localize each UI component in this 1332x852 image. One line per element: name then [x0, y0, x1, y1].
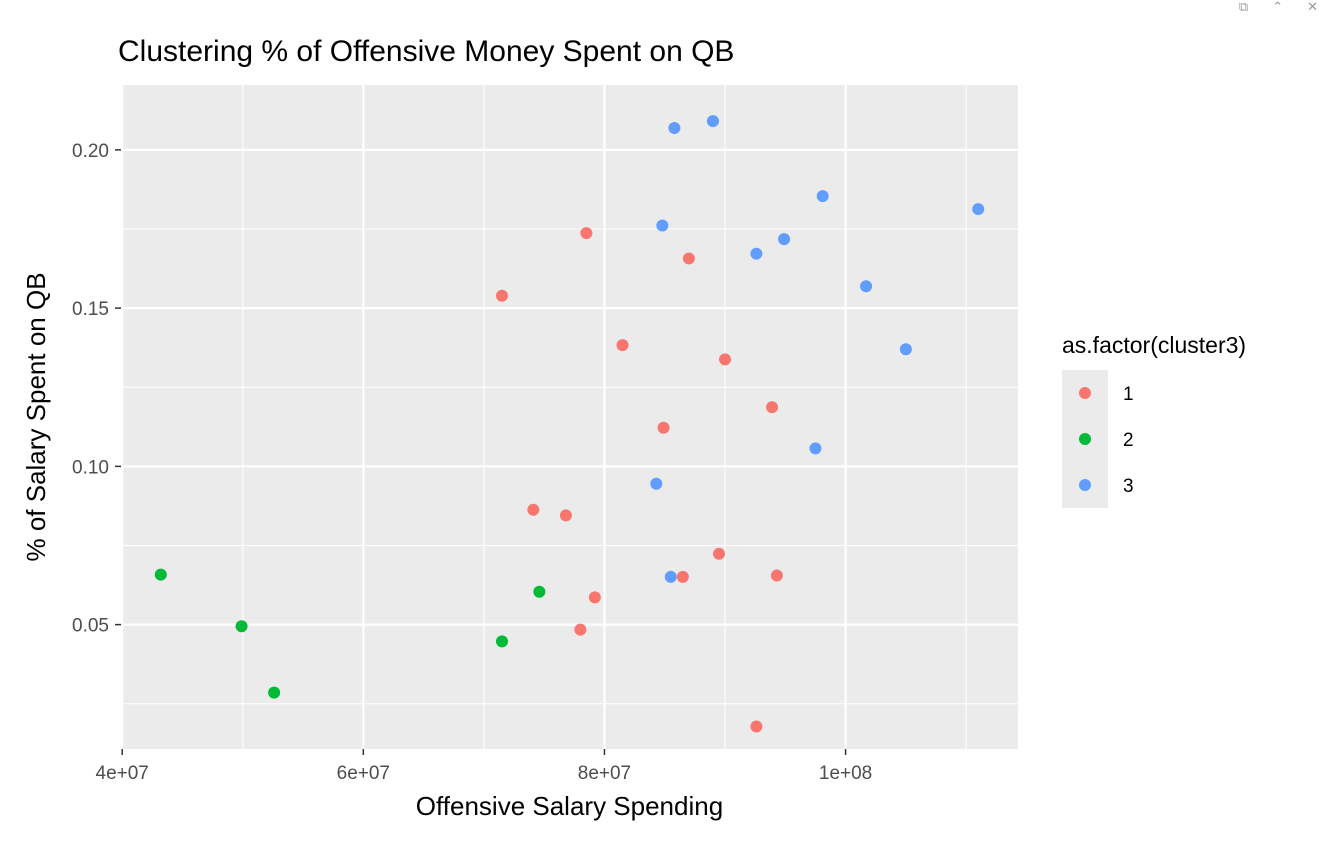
data-point-cluster-1: [713, 547, 725, 560]
data-point-cluster-3: [860, 280, 873, 293]
plot-title: Clustering % of Offensive Money Spent on…: [118, 35, 734, 68]
data-point-cluster-3: [656, 219, 669, 232]
window-controls: ⧉ ⌃ ✕: [1239, 0, 1318, 14]
y-tick-label: 0.20: [72, 141, 109, 162]
data-point-cluster-1: [580, 227, 593, 240]
data-point-cluster-3: [650, 477, 663, 490]
collapse-icon[interactable]: ⌃: [1272, 0, 1284, 14]
x-tick-label: 6e+07: [337, 763, 390, 784]
data-point-cluster-2: [495, 635, 508, 648]
data-point-cluster-1: [770, 569, 783, 582]
data-point-cluster-1: [559, 509, 572, 522]
legend-key-point: [1079, 479, 1091, 491]
grid-lines: [121, 85, 1018, 749]
x-tick-label: 4e+07: [96, 763, 149, 784]
x-tick-label: 1e+08: [819, 763, 872, 784]
data-point-cluster-1: [766, 401, 779, 414]
data-point-cluster-1: [574, 623, 587, 636]
data-point-cluster-3: [809, 442, 822, 455]
data-point-cluster-1: [495, 289, 508, 302]
data-points: [154, 115, 985, 733]
data-point-cluster-3: [664, 570, 677, 583]
data-point-cluster-1: [750, 720, 763, 733]
legend-label: 3: [1123, 476, 1134, 497]
data-point-cluster-1: [719, 353, 732, 366]
data-point-cluster-1: [527, 503, 540, 516]
data-point-cluster-3: [972, 203, 985, 216]
legend-label: 2: [1123, 430, 1134, 451]
data-point-cluster-1: [682, 252, 695, 265]
legend-key-point: [1079, 387, 1091, 399]
data-point-cluster-3: [706, 115, 719, 128]
data-point-cluster-3: [899, 343, 912, 356]
data-point-cluster-2: [235, 620, 248, 633]
legend: as.factor(cluster3) 1 2 3: [1062, 332, 1246, 508]
data-point-cluster-1: [616, 339, 629, 352]
y-tick-label: 0.10: [72, 457, 109, 478]
data-point-cluster-3: [668, 122, 681, 135]
legend-title: as.factor(cluster3): [1062, 332, 1246, 358]
data-point-cluster-1: [588, 591, 601, 604]
legend-label: 1: [1123, 384, 1134, 405]
data-point-cluster-2: [154, 568, 167, 581]
data-point-cluster-3: [816, 190, 829, 203]
y-tick-label: 0.15: [72, 299, 109, 320]
y-axis-title: % of Salary Spent on QB: [21, 272, 51, 561]
data-point-cluster-2: [533, 585, 546, 598]
x-axis-title: Offensive Salary Spending: [416, 791, 723, 821]
popout-icon[interactable]: ⧉: [1238, 0, 1249, 14]
plot-panel: [121, 85, 1018, 749]
data-point-cluster-3: [750, 247, 763, 260]
close-icon[interactable]: ✕: [1307, 0, 1318, 14]
y-tick-label: 0.05: [72, 616, 109, 637]
axes: 4e+07 6e+07 8e+07 1e+08 0.05 0.10 0.15 0.20: [72, 141, 872, 784]
data-point-cluster-1: [657, 421, 670, 434]
data-point-cluster-1: [676, 570, 689, 583]
data-point-cluster-2: [268, 686, 281, 699]
data-point-cluster-3: [778, 233, 791, 246]
x-tick-label: 8e+07: [578, 763, 631, 784]
legend-key-point: [1079, 433, 1091, 445]
